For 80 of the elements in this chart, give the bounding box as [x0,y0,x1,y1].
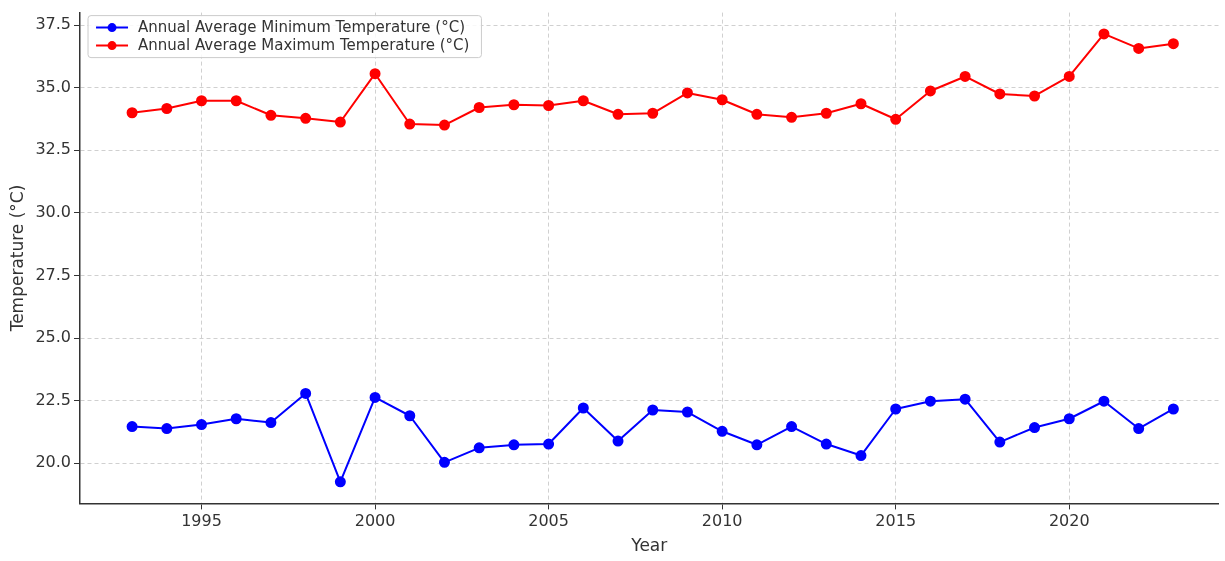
point [855,450,867,462]
point [126,421,138,433]
point [959,393,971,405]
point [230,413,242,425]
y-tick-label: 37.5 [35,14,72,34]
point [716,94,728,106]
point [161,103,173,115]
x-tick-label: 2010 [701,511,743,531]
legend-label: Annual Average Maximum Temperature (°C) [138,36,470,55]
y-tick-label: 35.0 [35,76,72,96]
y-axis-title: Temperature (°C) [6,184,27,333]
point [1029,422,1041,434]
point [820,107,832,119]
point [438,119,450,131]
y-tick-label: 32.5 [35,139,72,159]
x-tick-label: 1995 [181,511,222,531]
point [681,406,693,418]
point [404,118,416,130]
point [196,419,208,431]
point [1098,28,1110,40]
point [786,111,798,123]
point [230,95,242,107]
point [1167,38,1179,50]
point [1029,90,1041,102]
point [716,425,728,437]
x-tick-label: 2000 [354,511,396,531]
y-tick-label: 20.0 [35,452,72,472]
point [265,109,277,121]
point [1167,403,1179,415]
point [196,95,208,107]
point [473,442,485,454]
point [890,113,902,125]
point [577,402,589,414]
point [751,439,763,451]
x-axis-title: Year [630,535,668,556]
point [1133,42,1145,54]
point [890,403,902,415]
x-tick-label: 2020 [1048,511,1090,531]
point [1063,70,1075,82]
point [612,435,624,447]
point [1098,395,1110,407]
point [300,387,312,399]
point [820,438,832,450]
point [508,99,520,111]
point [265,417,277,429]
y-tick-label: 22.5 [35,389,72,409]
point [508,439,520,451]
point [924,395,936,407]
point [161,423,173,435]
point [126,107,138,119]
point [994,88,1006,100]
point [647,107,659,119]
x-tick-label: 2005 [528,511,569,531]
point [438,456,450,468]
point [543,438,555,450]
point [334,116,346,128]
point [855,98,867,110]
point [994,436,1006,448]
point [786,421,798,433]
point [369,391,381,403]
point [924,85,936,97]
point [1133,423,1145,435]
point [577,95,589,107]
y-tick-label: 30.0 [35,202,72,222]
point [681,87,693,99]
point [404,410,416,422]
point [647,404,659,416]
point [543,100,555,111]
point [300,112,312,124]
point [612,108,624,120]
point [369,68,381,80]
y-tick-label: 27.5 [35,264,72,284]
point [1063,413,1075,425]
y-tick-label: 25.0 [35,327,72,347]
x-tick-label: 2015 [875,511,917,531]
point [751,108,763,120]
point [473,102,485,114]
point [959,70,971,82]
point [334,476,346,488]
legend-label: Annual Average Minimum Temperature (°C) [138,18,466,37]
